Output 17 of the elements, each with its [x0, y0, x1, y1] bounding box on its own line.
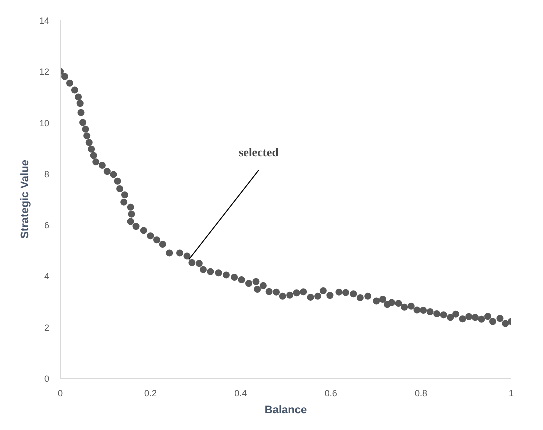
x-tick-label: 0.2 [144, 388, 157, 398]
y-tick-label: 0 [44, 374, 50, 384]
x-tick-label: 0.8 [415, 388, 428, 398]
x-tick-label: 0 [58, 388, 64, 398]
y-tick-label: 8 [44, 169, 50, 180]
x-tick-label: 1 [508, 388, 514, 398]
y-axis-title: Strategic Value [19, 160, 32, 239]
x-axis-title: Balance [264, 404, 308, 416]
x-tick-label: 0.4 [234, 388, 248, 398]
y-tick-label: 6 [44, 220, 50, 231]
annotation: selected [238, 146, 280, 160]
y-tick-label: 14 [39, 16, 50, 26]
y-tick-label: 4 [44, 272, 50, 282]
y-tick-label: 10 [39, 118, 50, 128]
y-tick-label: 2 [44, 322, 50, 333]
x-tick-label: 0.6 [324, 388, 338, 398]
y-tick-label: 12 [39, 67, 50, 78]
